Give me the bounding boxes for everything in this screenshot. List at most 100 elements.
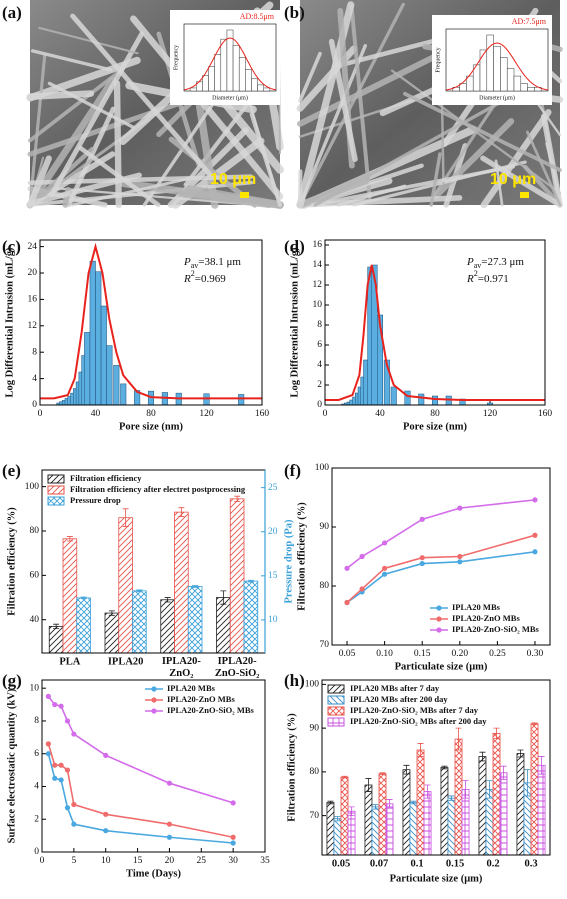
legend-label: Filtration efficiency — [70, 473, 142, 483]
y-axis-title: Filtration efficiency (%) — [6, 507, 17, 616]
y-tick-label: 16 — [28, 295, 38, 305]
fiber — [298, 51, 322, 103]
error-bar — [122, 508, 129, 527]
marker — [457, 553, 463, 560]
error-bar — [448, 795, 455, 801]
x-tick-label-line: IPLA20- — [162, 656, 202, 667]
plot-frame — [39, 239, 263, 406]
line — [346, 550, 536, 604]
fiber — [178, 190, 273, 209]
legend-label: IPLA20 MBs — [452, 602, 501, 612]
inset-bar — [245, 69, 252, 92]
y-tick-label: 6 — [317, 340, 322, 350]
error-bar — [220, 590, 227, 605]
fiber — [70, 177, 190, 207]
error-bar — [410, 800, 417, 805]
error-bar — [455, 727, 462, 751]
panel-label: (f) — [284, 461, 301, 480]
legend-swatch — [327, 684, 345, 694]
x-tick-label: IPLA20-ZnO₂ — [162, 656, 202, 679]
x-tick-label: 80 — [146, 409, 156, 419]
y-tick-label: 100 — [25, 482, 40, 492]
y-tick-label: 100 — [305, 680, 320, 690]
x-axis-title: Pore size (nm) — [119, 421, 183, 432]
inset-bar — [251, 78, 258, 92]
legend-marker — [436, 616, 442, 622]
annotation-text: =38.1 μm — [198, 256, 241, 268]
fiber — [328, 38, 358, 162]
marker — [52, 762, 58, 768]
inset-fit-curve — [183, 37, 277, 91]
y-tick-label: 60 — [30, 571, 40, 581]
legend-swatch — [327, 706, 345, 716]
marker — [71, 801, 77, 808]
x-tick-label: 0.20 — [451, 649, 468, 659]
bar — [492, 732, 501, 856]
x-tick-label: IPLA20-ZnO-SiO₂ — [215, 656, 260, 679]
bar — [461, 788, 470, 856]
x-axis-title: Particulate size (μm) — [390, 873, 483, 884]
scale-bar-label: 10 μm — [210, 171, 256, 188]
legend-marker — [151, 708, 157, 714]
x-tick-label: 0.05 — [339, 649, 356, 659]
bar — [371, 806, 380, 856]
marker — [419, 560, 425, 567]
x-tick-label-line: IPLA20- — [218, 656, 258, 667]
fiber — [526, 130, 562, 207]
marker — [532, 497, 538, 503]
error-bar — [424, 784, 431, 799]
marker — [166, 780, 173, 786]
annotation-symbol: P — [183, 256, 191, 268]
y-tick-label: 10 — [30, 683, 40, 693]
panel-label: (d) — [284, 237, 305, 256]
annotation-sup: 2 — [474, 269, 478, 278]
y-tick-label: 100 — [315, 463, 330, 473]
x-tick-label: 0.25 — [489, 649, 506, 659]
fiber — [49, 31, 145, 198]
inset-y-label: Frequency — [435, 47, 441, 72]
x-tick-label: 0.15 — [414, 649, 431, 659]
panel-label: (g) — [2, 671, 22, 690]
y2-tick-label: 25 — [268, 483, 278, 493]
marker — [58, 703, 64, 709]
x-axis-title: Time (Days) — [126, 868, 181, 879]
inset-bar — [263, 87, 271, 92]
annotation-sub: av — [474, 261, 482, 270]
y-axis-title: Filtration efficiency (%) — [296, 502, 307, 611]
marker — [359, 586, 365, 592]
bar — [409, 802, 418, 856]
annotation-text: =0.969 — [195, 273, 226, 285]
inset-bar — [479, 49, 488, 92]
marker — [64, 805, 71, 811]
y-tick-label: 2 — [34, 814, 39, 824]
bar — [238, 394, 245, 406]
panel-label: (h) — [284, 671, 305, 690]
bar — [95, 271, 102, 406]
annotation-sup: 2 — [191, 269, 195, 278]
marker — [52, 701, 58, 708]
bar — [187, 586, 203, 654]
x-tick-label: 0.3 — [524, 858, 537, 869]
inset-bar — [208, 66, 215, 92]
inset-bar — [220, 38, 228, 92]
bar — [333, 818, 342, 856]
annotation: Pav=27.3 μm — [466, 256, 524, 271]
fiber — [433, 118, 515, 199]
fit-curve — [40, 242, 262, 400]
bar — [48, 625, 64, 654]
x-tick-label: 80 — [430, 409, 440, 419]
bar — [390, 386, 397, 406]
y-tick-label: 80 — [320, 581, 330, 591]
bar — [530, 723, 539, 856]
legend-swatch — [47, 485, 65, 495]
x-tick-label: 0.2 — [486, 858, 499, 869]
y-tick-label: 90 — [310, 723, 320, 733]
fiber — [298, 44, 367, 207]
x-tick-label: 20 — [165, 856, 175, 866]
y-tick-label: 4 — [34, 782, 39, 792]
legend-swatch — [47, 474, 65, 484]
y-tick-label: 70 — [320, 640, 330, 650]
legend-label: IPLA20-ZnO-SiO₂ MBs after 200 day — [350, 716, 487, 726]
